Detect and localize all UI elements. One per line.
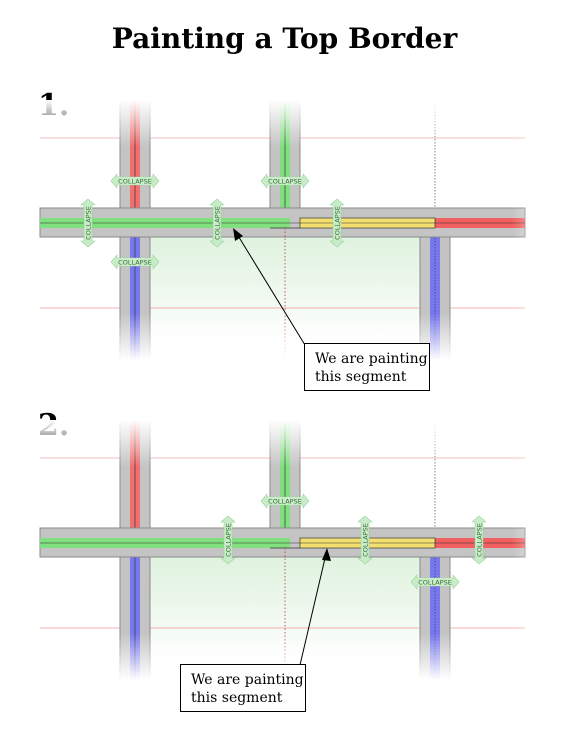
horizontal-border xyxy=(40,208,525,237)
step-2-diagram: COLLAPSE COLLAPSE COLLAPSE COLLAPSE COLL… xyxy=(0,420,569,680)
collapse-label: COLLAPSE xyxy=(476,523,484,557)
diagram-title: Painting a Top Border xyxy=(0,22,569,55)
collapse-label: COLLAPSE xyxy=(118,259,152,267)
collapse-label: COLLAPSE xyxy=(334,206,342,240)
collapse-label: COLLAPSE xyxy=(268,178,302,186)
collapse-label: COLLAPSE xyxy=(225,523,233,557)
collapse-label: COLLAPSE xyxy=(362,523,370,557)
collapse-label: COLLAPSE xyxy=(85,206,93,240)
step-1-diagram: COLLAPSE COLLAPSE COLLAPSE COLLAPSE COLL… xyxy=(0,100,569,360)
step-2-callout: We are painting this segment xyxy=(180,664,306,712)
callout-line: We are painting xyxy=(191,671,295,689)
collapse-label: COLLAPSE xyxy=(214,206,222,240)
step-1-callout: We are painting this segment xyxy=(304,343,430,391)
callout-line: We are painting xyxy=(315,350,419,368)
callout-line: this segment xyxy=(191,689,295,707)
collapse-label: COLLAPSE xyxy=(418,579,452,587)
horizontal-border xyxy=(40,528,525,557)
collapse-label: COLLAPSE xyxy=(118,178,152,186)
callout-line: this segment xyxy=(315,368,419,386)
collapse-label: COLLAPSE xyxy=(268,498,302,506)
